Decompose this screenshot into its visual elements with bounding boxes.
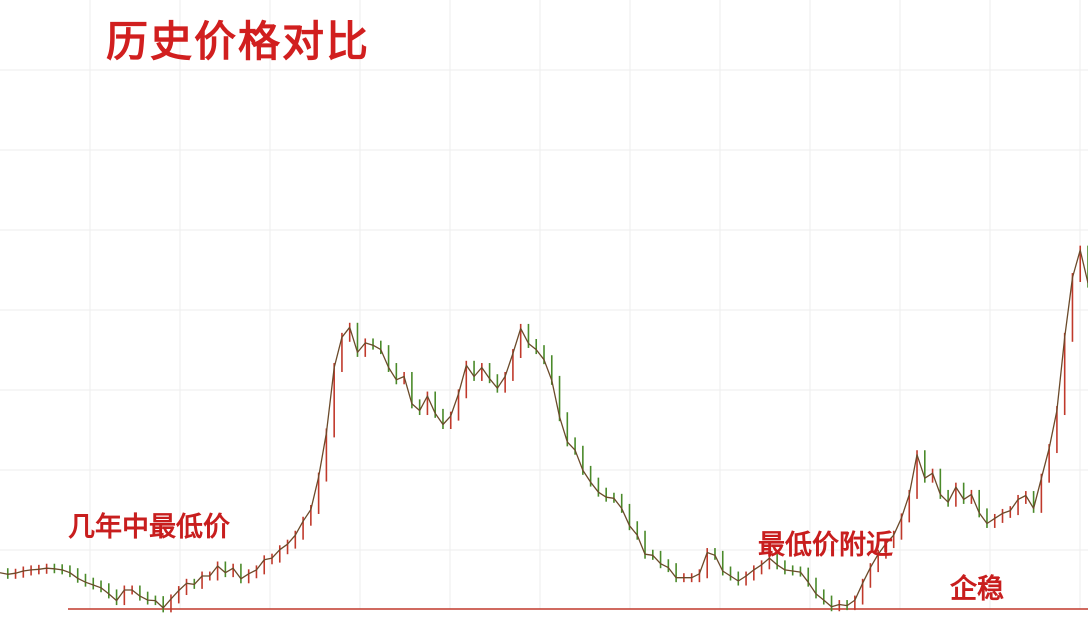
annotation-stabilizing: 企稳 xyxy=(950,574,1004,605)
chart-title: 历史价格对比 xyxy=(106,17,371,66)
annotation-multi-year-low: 几年中最低价 xyxy=(68,512,230,543)
plot-area xyxy=(0,245,1088,613)
price-line xyxy=(0,249,1088,609)
annotation-near-lowest: 最低价附近 xyxy=(758,530,893,561)
